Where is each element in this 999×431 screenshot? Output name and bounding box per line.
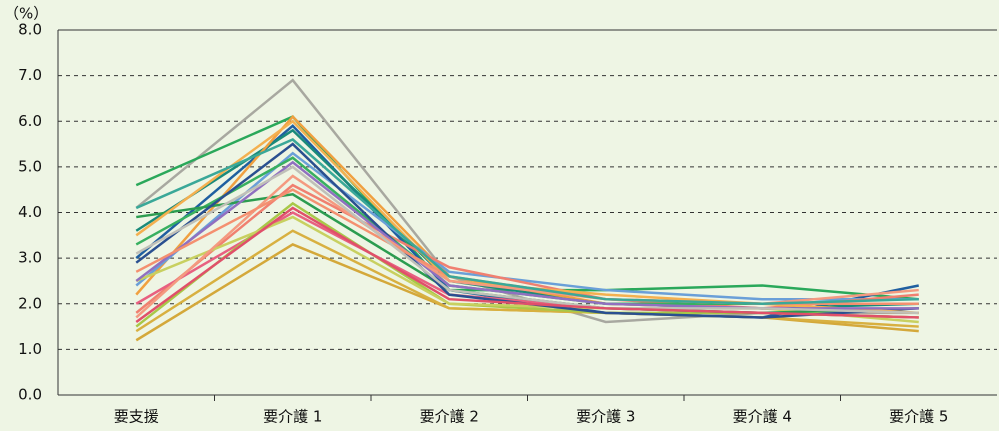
series-line (135, 115, 919, 301)
x-tick-label: 要介護 1 (263, 408, 322, 426)
series-line (135, 151, 919, 301)
y-tick-label: 6.0 (18, 112, 42, 130)
x-tick-label: 要介護 2 (420, 408, 479, 426)
y-tick-label: 2.0 (18, 294, 42, 312)
y-tick-label: 8.0 (18, 21, 42, 39)
y-tick-label: 0.0 (18, 386, 42, 404)
x-tick-label: 要介護 3 (576, 408, 635, 426)
x-tick-label: 要介護 4 (733, 408, 792, 426)
x-tick-label: 要支援 (114, 408, 159, 426)
y-tick-label: 3.0 (18, 249, 42, 267)
y-tick-label: 7.0 (18, 66, 42, 84)
y-tick-label: 5.0 (18, 157, 42, 175)
series-line (135, 165, 919, 315)
series-line (135, 229, 919, 333)
y-axis-label: （%） (4, 5, 48, 23)
series-line (135, 138, 919, 306)
series-line (135, 174, 919, 319)
x-tick-label: 要介護 5 (889, 408, 948, 426)
y-tick-label: 4.0 (18, 203, 42, 221)
y-tick-label: 1.0 (18, 340, 42, 358)
series-line (135, 206, 919, 324)
